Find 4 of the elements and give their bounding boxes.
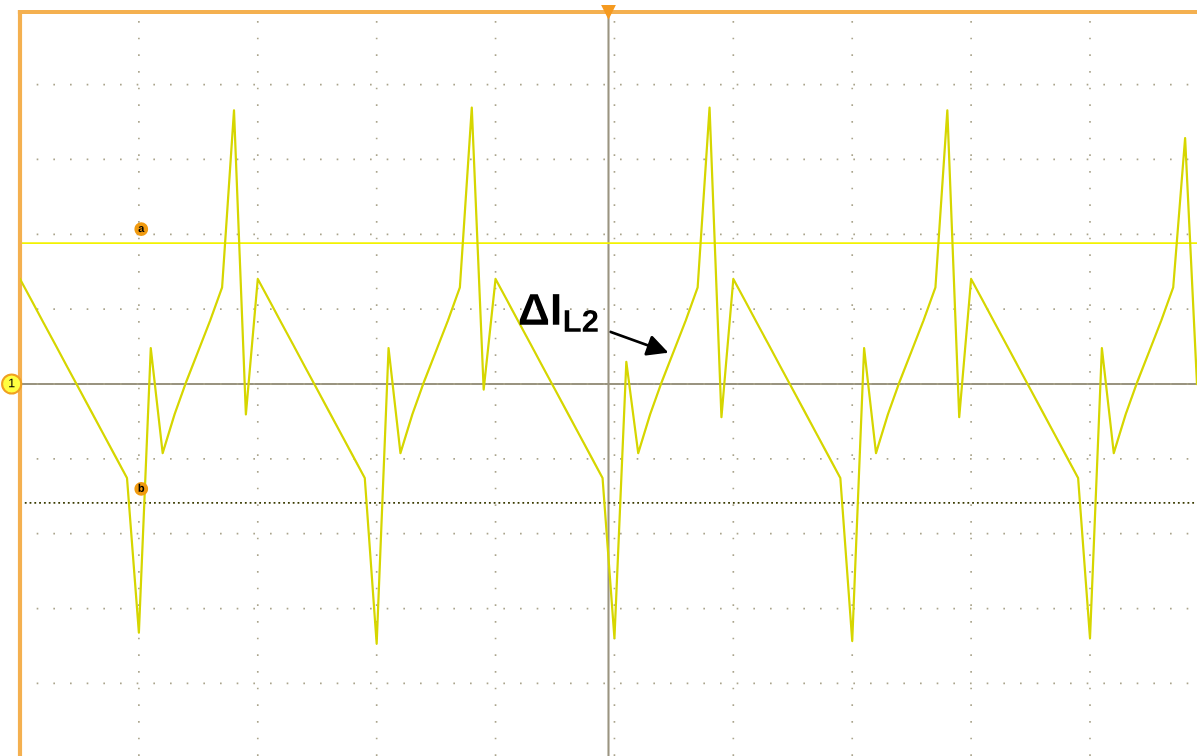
annotation: ΔI$_{L2}$: [519, 294, 598, 332]
ref-line-label: a: [138, 226, 145, 233]
text: 1: [9, 378, 15, 388]
ref-line-label: b: [138, 483, 145, 492]
